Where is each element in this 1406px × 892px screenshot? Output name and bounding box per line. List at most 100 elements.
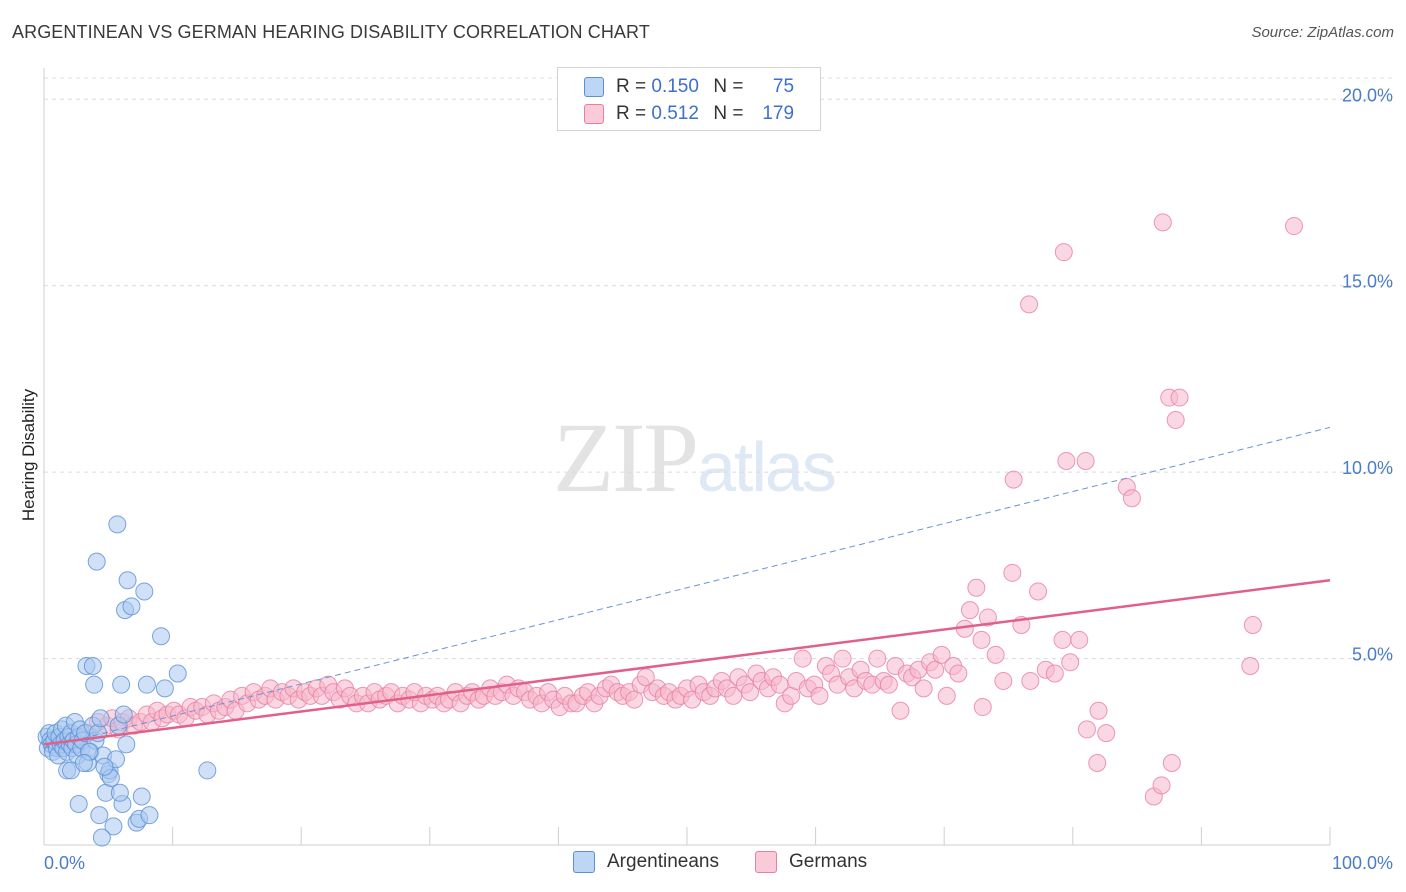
argentinean-point — [83, 657, 102, 676]
german-point — [1088, 753, 1107, 772]
german-point — [724, 686, 743, 705]
series-legend: Argentineans Germans — [0, 851, 1406, 877]
y-tick-label: 20.0% — [1342, 85, 1393, 105]
argentinean-point — [122, 597, 141, 616]
argentinean-trend-line — [43, 426, 1331, 749]
chart-title: ARGENTINEAN VS GERMAN HEARING DISABILITY… — [12, 22, 650, 42]
german-point — [1045, 664, 1064, 683]
legend-row-germans: R = 0.512 N = 179 — [584, 101, 794, 127]
argentinean-point — [91, 709, 110, 728]
argentinean-point — [90, 806, 109, 825]
argentinean-point — [198, 761, 217, 780]
german-point — [994, 671, 1013, 690]
y-tick-label: 10.0% — [1342, 458, 1393, 478]
german-point — [793, 649, 812, 668]
series-germans — [78, 213, 1303, 806]
german-point — [1170, 388, 1189, 407]
argentinean-point — [114, 705, 133, 724]
y-axis-title: Hearing Disability — [19, 388, 38, 521]
german-point — [1089, 701, 1108, 720]
legend-swatch-argentineans — [584, 77, 604, 97]
german-point — [1077, 720, 1096, 739]
argentinean-point — [140, 806, 159, 825]
german-point — [1070, 630, 1089, 649]
german-point — [891, 701, 910, 720]
german-point — [1004, 470, 1023, 489]
argentinean-point — [168, 664, 187, 683]
legend-row-argentineans: R = 0.150 N = 75 — [584, 74, 794, 100]
argentinean-point — [87, 552, 106, 571]
source-label: Source: ZipAtlas.com — [1251, 24, 1394, 41]
german-point — [973, 698, 992, 717]
argentinean-point — [117, 735, 136, 754]
series-swatch-argentineans — [573, 851, 595, 873]
german-point — [986, 645, 1005, 664]
legend-n-value: 179 — [762, 103, 795, 124]
german-point — [926, 660, 945, 679]
series-legend-germans[interactable]: Germans — [755, 851, 867, 873]
series-legend-argentineans[interactable]: Argentineans — [573, 851, 719, 873]
german-point — [978, 608, 997, 627]
german-point — [782, 686, 801, 705]
german-point — [1054, 243, 1073, 262]
x-tick-label: 100.0% — [1332, 853, 1393, 873]
german-point — [833, 649, 852, 668]
series-label-germans: Germans — [789, 851, 868, 872]
german-point — [1057, 451, 1076, 470]
legend-r-label: R = — [616, 103, 647, 124]
german-point — [1153, 213, 1172, 232]
watermark: ZIPatlas — [553, 400, 837, 515]
argentinean-point — [135, 582, 154, 601]
german-point — [1021, 671, 1040, 690]
german-point — [741, 683, 760, 702]
y-tick-label: 5.0% — [1352, 645, 1393, 665]
legend-n-label: N = — [713, 103, 744, 124]
argentinean-point — [95, 757, 114, 776]
german-point — [932, 645, 951, 664]
argentinean-point — [74, 753, 93, 772]
german-point — [1162, 753, 1181, 772]
argentinean-point — [137, 675, 156, 694]
german-point — [1166, 410, 1185, 429]
argentinean-point — [69, 794, 88, 813]
german-point — [625, 690, 644, 709]
german-point — [879, 675, 898, 694]
series-label-argentineans: Argentineans — [607, 851, 719, 872]
argentinean-point — [132, 787, 151, 806]
german-point — [972, 630, 991, 649]
legend-r-value: 0.150 — [651, 76, 699, 97]
german-point — [1053, 630, 1072, 649]
german-point — [1122, 489, 1141, 508]
legend-n-value: 75 — [772, 76, 795, 97]
german-point — [1020, 295, 1039, 314]
series-argentineans — [37, 515, 217, 847]
argentinean-point — [118, 571, 137, 590]
legend-r-label: R = — [616, 76, 647, 97]
german-point — [937, 686, 956, 705]
german-point — [1097, 724, 1116, 743]
german-point — [960, 601, 979, 620]
german-point — [1243, 616, 1262, 635]
argentinean-point — [110, 783, 129, 802]
german-trend-line — [43, 579, 1331, 746]
series-swatch-germans — [755, 851, 777, 873]
german-point — [1076, 451, 1095, 470]
argentinean-point — [85, 675, 104, 694]
legend-swatch-germans — [584, 104, 604, 124]
german-point — [1284, 217, 1303, 236]
stats-legend: R = 0.150 N = 75 R = 0.512 N = 179 — [557, 67, 821, 131]
argentinean-point — [152, 627, 171, 646]
german-point — [949, 664, 968, 683]
german-point — [868, 649, 887, 668]
german-point — [1003, 563, 1022, 582]
x-tick-label: 0.0% — [44, 853, 85, 873]
german-point — [810, 686, 829, 705]
german-point — [1152, 776, 1171, 795]
argentinean-point — [112, 675, 131, 694]
german-point — [914, 679, 933, 698]
argentinean-point — [104, 817, 123, 836]
legend-n-label: N = — [713, 76, 744, 97]
argentinean-point — [108, 515, 127, 534]
german-point — [1061, 653, 1080, 672]
